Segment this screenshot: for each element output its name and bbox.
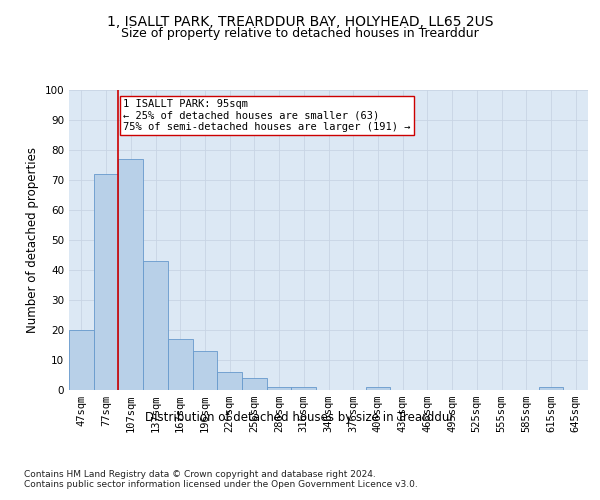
Bar [118, 159, 143, 390]
Bar [217, 372, 242, 390]
Text: 1, ISALLT PARK, TREARDDUR BAY, HOLYHEAD, LL65 2US: 1, ISALLT PARK, TREARDDUR BAY, HOLYHEAD,… [107, 15, 493, 29]
Bar [539, 387, 563, 390]
Text: Size of property relative to detached houses in Trearddur: Size of property relative to detached ho… [121, 28, 479, 40]
Bar [69, 330, 94, 390]
Text: 1 ISALLT PARK: 95sqm
← 25% of detached houses are smaller (63)
75% of semi-detac: 1 ISALLT PARK: 95sqm ← 25% of detached h… [124, 99, 411, 132]
Bar [267, 387, 292, 390]
Y-axis label: Number of detached properties: Number of detached properties [26, 147, 39, 333]
Bar [94, 174, 118, 390]
Bar [365, 387, 390, 390]
Bar [168, 339, 193, 390]
Text: Contains HM Land Registry data © Crown copyright and database right 2024.
Contai: Contains HM Land Registry data © Crown c… [24, 470, 418, 490]
Bar [242, 378, 267, 390]
Bar [292, 387, 316, 390]
Bar [193, 351, 217, 390]
Text: Distribution of detached houses by size in Trearddur: Distribution of detached houses by size … [145, 411, 455, 424]
Bar [143, 261, 168, 390]
